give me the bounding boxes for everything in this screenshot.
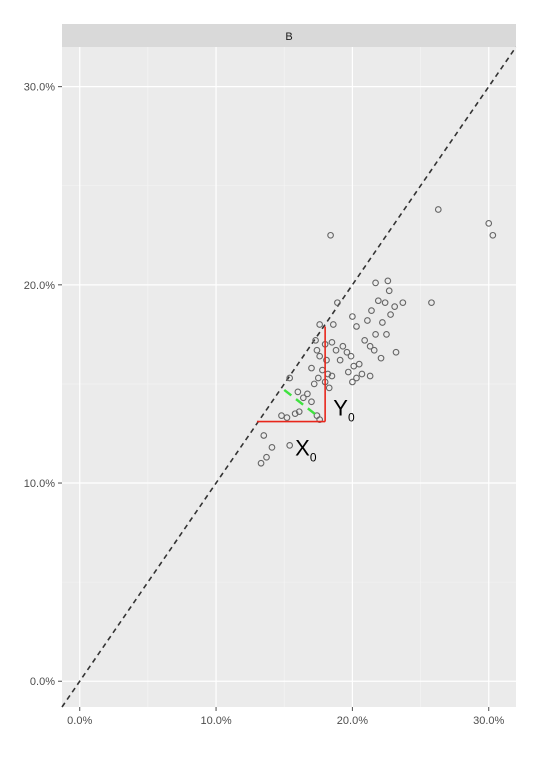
x-tick-label: 0.0% [67,715,92,727]
data-point [399,299,407,307]
panel-strip [62,24,516,47]
data-point [372,331,379,338]
y-tick-label: 10.0% [24,478,55,490]
data-point [334,299,341,307]
data-point [328,338,336,346]
data-point [387,311,394,318]
data-point [312,336,319,344]
x-tick-label: 30.0% [473,715,504,727]
data-point [313,346,321,354]
data-point [316,352,324,360]
data-point [377,354,385,362]
data-point [308,364,315,372]
data-point [328,372,336,380]
y-tick-label: 0.0% [30,676,55,688]
data-point [374,297,382,305]
data-point [336,356,344,364]
data-point [368,307,375,314]
data-point [343,348,351,356]
y-tick-label: 20.0% [24,280,55,292]
data-point [384,277,392,285]
data-point [349,378,356,386]
identity-reference-line [61,46,517,708]
data-point [353,323,360,330]
data-point [344,368,352,376]
data-point [358,370,366,378]
data-point [299,394,307,402]
data-point [385,287,393,295]
x-axis: 0.0% 10.0% 20.0% 30.0% [67,707,505,727]
data-point [329,321,337,328]
annotation-subscript: 0 [310,450,317,464]
data-point [294,388,302,396]
data-point [286,442,294,449]
data-point [316,416,324,423]
data-point [325,384,333,392]
data-point [366,372,374,380]
green-dashed-segment [283,388,321,419]
x-tick-label: 20.0% [337,715,368,727]
data-point [366,342,374,350]
data-point [381,299,389,307]
x-tick-label: 10.0% [200,715,231,727]
data-point [260,432,268,439]
data-point [361,336,369,344]
annotation-subscript: 0 [348,411,355,425]
data-point [283,414,291,421]
data-point [332,346,340,354]
data-point [353,374,360,382]
data-point [323,356,330,364]
data-point [372,279,379,287]
data-point [364,317,371,324]
data-point [434,206,442,213]
data-point [383,331,390,338]
data-point [257,459,265,467]
data-point [286,374,294,382]
panel-strip-label: B [285,31,292,43]
data-point [308,398,315,406]
data-point [485,220,493,227]
data-point [428,299,435,307]
data-point [349,313,356,320]
data-point [310,380,318,388]
data-point [370,346,378,354]
data-point [268,444,276,451]
data-point [304,390,311,398]
data-point [263,453,270,461]
data-point [327,231,334,239]
data-point [295,408,303,416]
data-point [314,374,322,382]
data-point [391,303,399,310]
data-point [392,348,400,356]
data-point [347,352,355,360]
data-point [379,319,386,326]
data-point [355,360,363,368]
data-point [339,342,347,350]
y-axis: 0.0% 10.0% 20.0% 30.0% [24,82,62,688]
y-tick-label: 30.0% [24,82,55,94]
data-point [316,321,324,328]
data-point [489,231,497,239]
minor-gridlines [62,47,516,707]
major-gridlines [62,47,516,707]
